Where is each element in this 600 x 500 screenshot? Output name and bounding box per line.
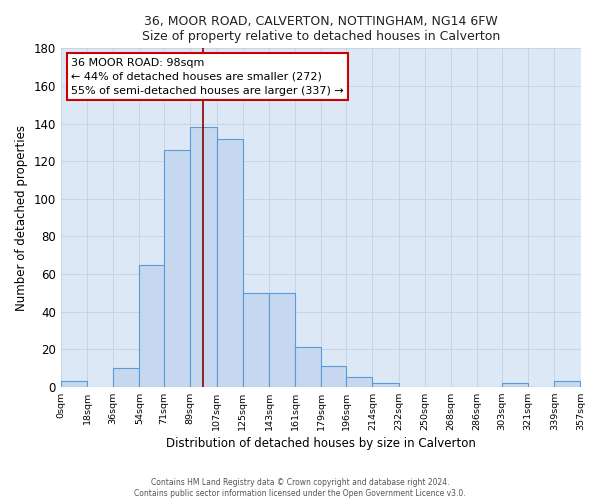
Bar [190,128,217,386]
Y-axis label: Number of detached properties: Number of detached properties [15,124,28,310]
Bar [61,381,87,386]
Bar [243,292,269,386]
Bar [502,383,528,386]
Bar [217,138,243,386]
Bar [164,150,190,386]
Text: 36 MOOR ROAD: 98sqm
← 44% of detached houses are smaller (272)
55% of semi-detac: 36 MOOR ROAD: 98sqm ← 44% of detached ho… [71,58,344,96]
Bar [373,383,398,386]
Bar [139,264,164,386]
Bar [113,368,139,386]
Bar [346,378,373,386]
X-axis label: Distribution of detached houses by size in Calverton: Distribution of detached houses by size … [166,437,476,450]
Title: 36, MOOR ROAD, CALVERTON, NOTTINGHAM, NG14 6FW
Size of property relative to deta: 36, MOOR ROAD, CALVERTON, NOTTINGHAM, NG… [142,15,500,43]
Bar [269,292,295,386]
Text: Contains HM Land Registry data © Crown copyright and database right 2024.
Contai: Contains HM Land Registry data © Crown c… [134,478,466,498]
Bar [322,366,346,386]
Bar [295,347,322,387]
Bar [554,381,580,386]
